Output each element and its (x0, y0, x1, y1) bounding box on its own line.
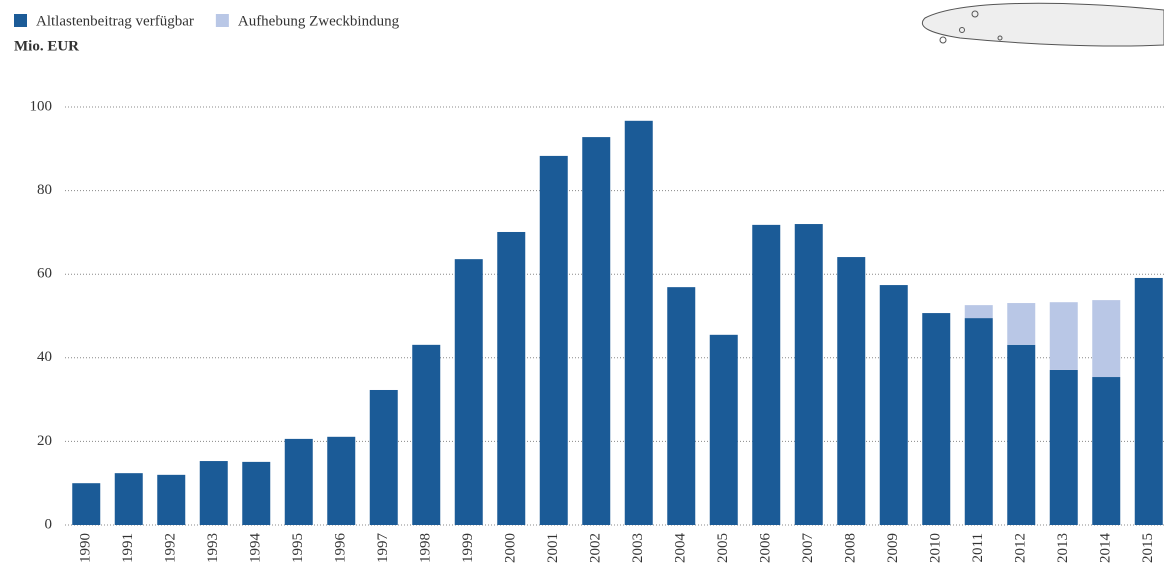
x-tick-label: 2010 (928, 533, 944, 563)
legend-label: Aufhebung Zweckbindung (238, 13, 400, 29)
bar (114, 473, 143, 525)
bar (72, 483, 101, 525)
x-tick-label: 1991 (120, 533, 136, 563)
x-tick-label: 2012 (1013, 533, 1029, 563)
legend-swatch (14, 14, 27, 27)
bar (709, 334, 738, 525)
legend-label: Altlastenbeitrag verfügbar (36, 13, 194, 29)
bar (624, 120, 653, 525)
x-tick-label: 2008 (843, 533, 859, 563)
x-tick-label: 2011 (970, 533, 986, 562)
bar (284, 438, 313, 525)
y-tick-label: 40 (37, 349, 52, 365)
bar (1134, 277, 1163, 525)
bar (412, 344, 441, 525)
bar (667, 287, 696, 525)
bar (879, 285, 908, 525)
x-tick-label: 1997 (375, 533, 391, 564)
bar (369, 389, 398, 525)
x-tick-label: 2003 (630, 533, 646, 563)
bar (454, 259, 483, 525)
x-tick-label: 2000 (503, 533, 519, 563)
bar (1007, 344, 1036, 525)
bar (1049, 302, 1078, 370)
x-tick-label: 1996 (333, 533, 349, 564)
bar (582, 137, 611, 525)
x-tick-label: 1995 (290, 533, 306, 563)
bar (964, 318, 993, 525)
bar (752, 224, 781, 525)
x-tick-label: 2007 (800, 533, 816, 564)
bar (199, 461, 228, 525)
bar (242, 461, 271, 525)
legend-swatch (215, 14, 229, 27)
bar (837, 257, 866, 525)
bar (539, 155, 568, 525)
x-tick-label: 1990 (78, 533, 94, 563)
x-tick-label: 2009 (885, 533, 901, 563)
x-tick-label: 1994 (248, 533, 264, 564)
x-tick-label: 2005 (715, 533, 731, 563)
y-tick-label: 20 (37, 433, 52, 449)
x-tick-label: 2014 (1098, 533, 1114, 564)
x-tick-label: 2015 (1140, 533, 1156, 563)
bar (1049, 369, 1078, 525)
decoration (922, 2, 1164, 47)
bar (1092, 300, 1121, 378)
x-tick-label: 1992 (163, 533, 179, 563)
y-tick-label: 80 (37, 182, 52, 198)
x-tick-label: 2006 (758, 533, 774, 564)
x-tick-label: 1998 (418, 533, 434, 563)
x-tick-label: 2002 (588, 533, 604, 563)
bar (1007, 303, 1036, 345)
y-tick-label: 60 (37, 266, 52, 282)
x-tick-label: 1999 (460, 533, 476, 563)
bar (157, 474, 186, 525)
bar (1092, 377, 1121, 525)
bar (964, 305, 993, 319)
x-tick-label: 2004 (673, 533, 689, 564)
x-tick-label: 1993 (205, 533, 221, 563)
y-axis-label: Mio. EUR (14, 38, 79, 54)
bar (327, 436, 356, 525)
y-tick-label: 100 (30, 98, 53, 114)
bar (794, 224, 823, 526)
x-tick-label: 2001 (545, 533, 561, 563)
bar (497, 231, 526, 525)
y-tick-label: 0 (45, 516, 53, 532)
bar (922, 313, 951, 525)
x-tick-label: 2013 (1055, 533, 1071, 563)
